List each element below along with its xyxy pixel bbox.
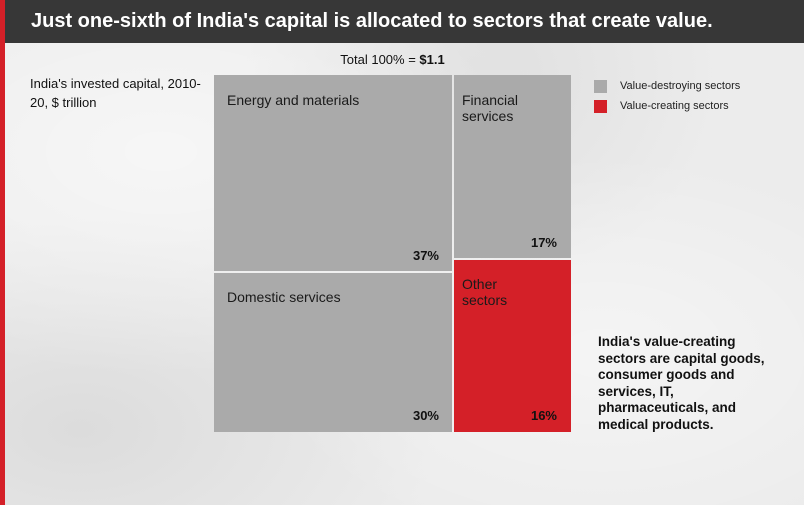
tile-label-domestic-services: Domestic services xyxy=(227,289,341,305)
annotation-note: India's value-creating sectors are capit… xyxy=(598,334,765,432)
legend-item-creating: Value-creating sectors xyxy=(594,96,740,116)
total-label: Total 100% = $1.1 xyxy=(214,52,571,67)
tile-domestic-services xyxy=(214,273,452,432)
tile-value-other-sectors: 16% xyxy=(531,408,557,423)
tile-other-sectors xyxy=(454,260,571,432)
total-label-prefix: Total 100% = xyxy=(340,52,416,67)
total-value: $1.1 xyxy=(419,52,445,67)
tile-value-financial-services: 17% xyxy=(531,235,557,250)
chart-subtitle: India's invested capital, 2010-20, $ tri… xyxy=(30,76,201,110)
legend-swatch-creating xyxy=(594,99,607,113)
legend: Value-destroying sectors Value-creating … xyxy=(594,76,740,116)
title-bar: Just one-sixth of India's capital is all… xyxy=(5,0,804,43)
legend-label-creating: Value-creating sectors xyxy=(620,100,729,112)
tile-label-energy-and-materials: Energy and materials xyxy=(227,92,359,108)
tile-value-domestic-services: 30% xyxy=(413,408,439,423)
tile-value-energy-and-materials: 37% xyxy=(413,248,439,263)
tile-financial-services xyxy=(454,75,571,258)
tile-label-other-sectors: Other sectors xyxy=(462,276,507,308)
tile-energy-and-materials xyxy=(214,75,452,271)
legend-item-destroying: Value-destroying sectors xyxy=(594,76,740,96)
left-accent-bar xyxy=(0,0,5,505)
legend-swatch-destroying xyxy=(594,79,607,93)
chart-title: Just one-sixth of India's capital is all… xyxy=(31,10,713,32)
legend-label-destroying: Value-destroying sectors xyxy=(620,80,741,92)
tile-label-financial-services: Financial services xyxy=(462,92,518,124)
